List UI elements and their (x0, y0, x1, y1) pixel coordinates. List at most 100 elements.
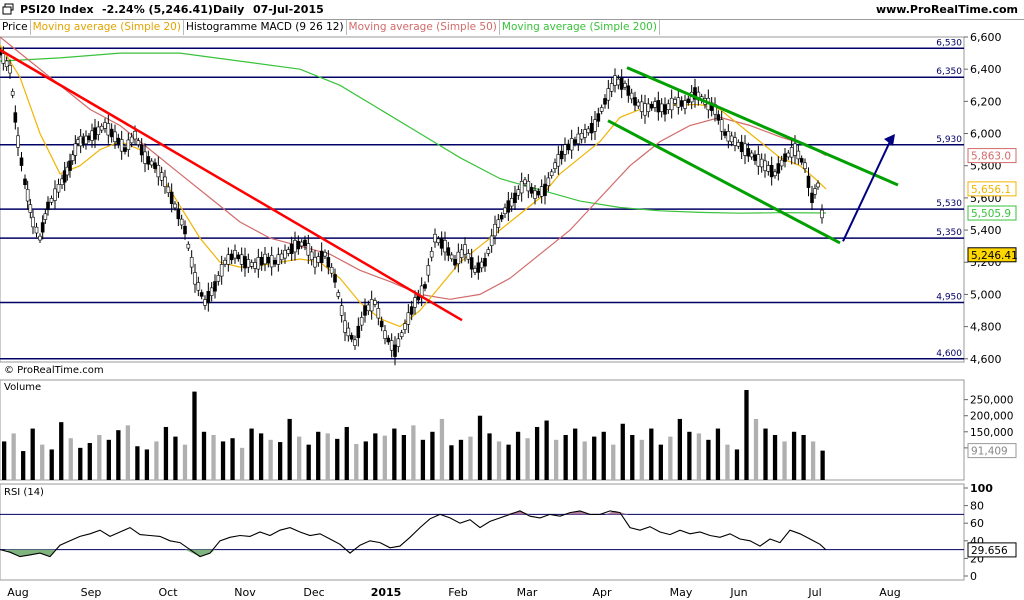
price-candle (653, 101, 657, 108)
legend-macd[interactable]: Histogramme MACD (9 26 12) (184, 20, 347, 35)
price-candle (259, 257, 264, 266)
price-candle (40, 222, 45, 233)
price-candle (489, 235, 494, 246)
price-candle (613, 75, 617, 86)
price-candle (16, 135, 20, 148)
price-candle (666, 103, 671, 110)
price-candle (199, 292, 204, 297)
price-candle (353, 339, 357, 346)
legend-price[interactable]: Price (0, 20, 31, 35)
price-candle (629, 92, 634, 100)
x-axis-label: Dec (303, 586, 324, 599)
price-candle (303, 239, 307, 247)
price-candle (84, 135, 88, 145)
volume-bar (744, 390, 749, 480)
volume-bar (601, 431, 606, 480)
arrowhead-icon (884, 134, 895, 146)
series-line-ma200 (0, 52, 827, 214)
volume-bar (373, 433, 378, 480)
volume-bar (677, 418, 683, 480)
volume-bar (449, 445, 454, 480)
x-axis-label: Oct (158, 586, 178, 599)
price-candle (509, 198, 514, 207)
price-candle (676, 97, 681, 108)
price-candle (603, 98, 607, 105)
price-candle (38, 235, 42, 241)
price-candle (736, 142, 741, 147)
price-candle (433, 233, 437, 243)
projection-arrow[interactable] (842, 141, 891, 242)
price-candle (813, 188, 817, 195)
price-tag-label: 5,505.9 (971, 208, 1011, 220)
price-candle (549, 171, 554, 176)
price-candle (276, 254, 281, 265)
channel-lower-line[interactable] (607, 119, 841, 245)
price-candle (399, 332, 404, 337)
price-candle (173, 203, 177, 209)
price-candle (649, 103, 654, 109)
price-candle (326, 257, 331, 268)
volume-bar (554, 439, 559, 480)
price-candle (283, 250, 287, 259)
volume-tick-label: 150,000 (970, 427, 1013, 439)
price-candle (406, 312, 411, 325)
price-candle (356, 325, 361, 339)
price-candle (753, 154, 757, 161)
price-candle (519, 181, 524, 194)
volume-bar (810, 441, 816, 480)
volume-tick-label: 250,000 (970, 395, 1013, 407)
price-candle (523, 179, 527, 185)
x-axis-label: May (670, 586, 693, 599)
price-candle (193, 272, 197, 285)
chart-date: 07-Jul-2015 (253, 3, 324, 16)
price-candle (389, 340, 394, 351)
price-candle (106, 123, 111, 136)
level-label: 6,350 (936, 67, 962, 77)
price-tick-label: 6,000 (970, 128, 1002, 141)
restore-window-icon[interactable] (2, 3, 14, 15)
price-candle (359, 317, 364, 326)
channel-upper-line[interactable] (626, 66, 899, 187)
downtrend-line[interactable] (0, 48, 463, 322)
x-axis-label: 2015 (371, 586, 402, 599)
price-candle (28, 204, 33, 213)
price-candle (96, 126, 101, 136)
volume-bar (430, 431, 435, 480)
price-candle (556, 154, 561, 167)
price-candle (286, 249, 291, 254)
level-label: 6,530 (936, 38, 962, 48)
price-candle (546, 177, 551, 186)
price-candle (126, 139, 131, 150)
price-candle (466, 253, 471, 260)
price-candle (243, 256, 247, 269)
price-candle (223, 260, 227, 265)
price-candle (759, 158, 764, 168)
price-candle (526, 180, 531, 192)
price-candle (73, 143, 78, 156)
price-candle (543, 183, 547, 196)
legend-ma20[interactable]: Moving average (Simple 20) (31, 20, 184, 35)
price-candle (189, 257, 194, 268)
volume-bar (40, 444, 45, 480)
price-candle (426, 265, 431, 276)
legend-ma50[interactable]: Moving average (Simple 50) (347, 20, 500, 35)
volume-bar (239, 447, 245, 480)
price-candle (766, 165, 771, 172)
price-candle (663, 104, 667, 115)
legend-ma200[interactable]: Moving average (Simple 200) (500, 20, 660, 35)
volume-bar (78, 447, 83, 480)
price-change: -2.24% (5,246.41) (102, 3, 213, 16)
price-candle (716, 114, 721, 121)
website-link[interactable]: www.ProRealTime.com (875, 3, 1018, 16)
price-candle (253, 262, 257, 269)
volume-bar (468, 436, 473, 480)
price-candle (723, 131, 727, 136)
price-candle (136, 140, 141, 145)
price-candle (299, 241, 304, 247)
price-candle (643, 103, 647, 116)
price-candle (476, 262, 481, 273)
price-candle (10, 91, 15, 96)
volume-bar (59, 422, 64, 480)
price-candle (216, 275, 221, 282)
volume-bar (68, 438, 73, 480)
